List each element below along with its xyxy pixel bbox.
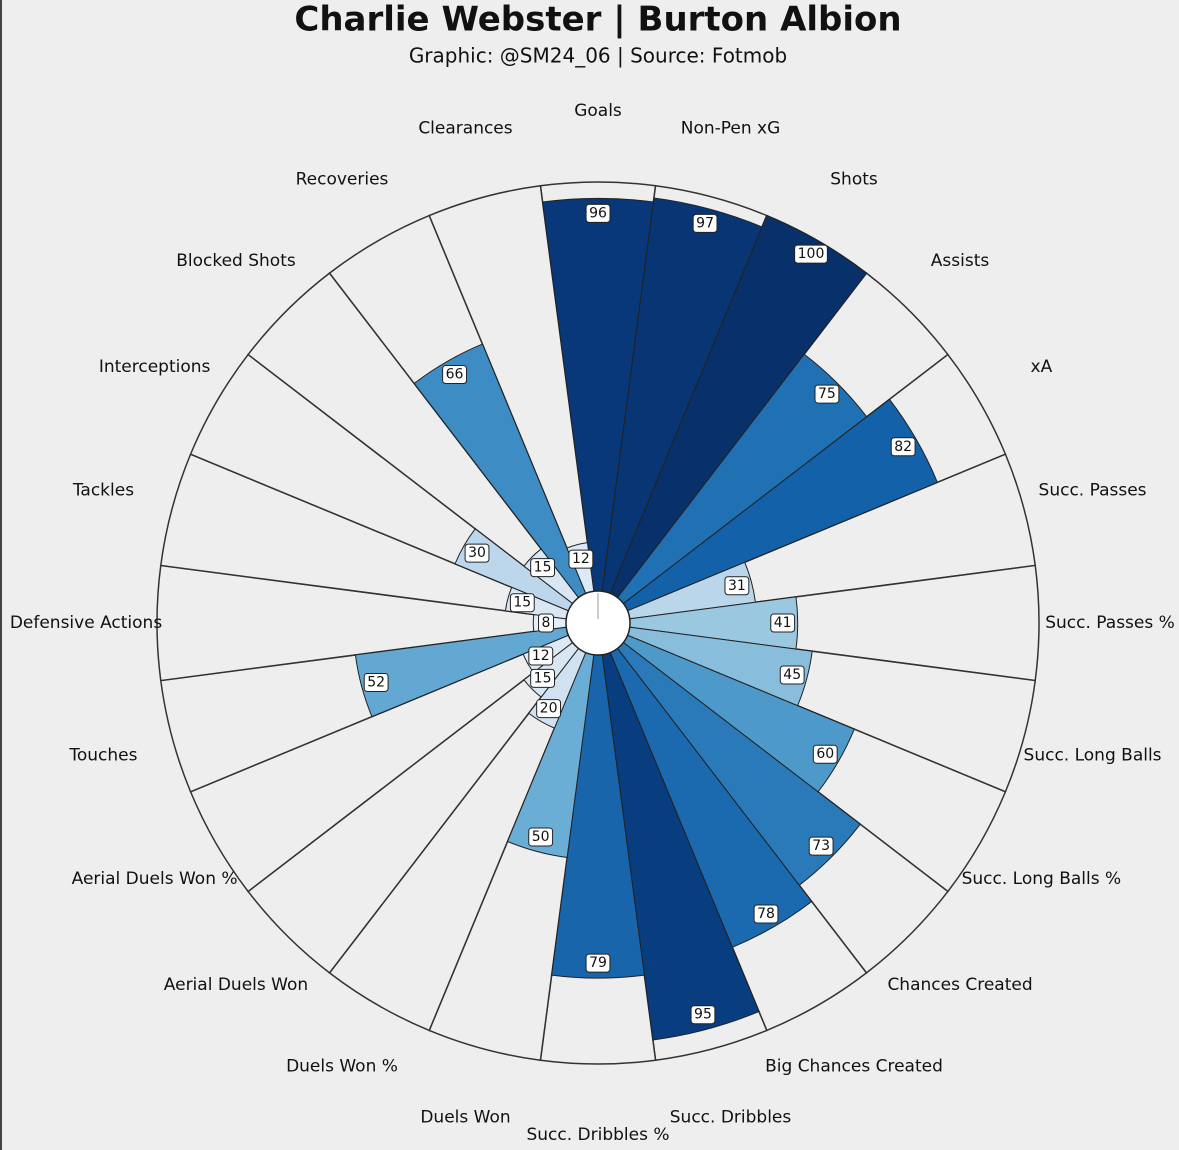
value-label-box: [814, 384, 840, 404]
category-label: Clearances: [418, 118, 512, 138]
value-label: 15: [534, 560, 552, 576]
value-label-box: [442, 365, 468, 385]
category-label: Succ. Dribbles %: [526, 1125, 669, 1145]
wedges: [156, 181, 1040, 1065]
value-label: 12: [532, 648, 550, 664]
value-label: 75: [818, 386, 836, 402]
category-label: Aerial Duels Won %: [72, 869, 238, 889]
category-label: Succ. Passes: [1039, 480, 1147, 500]
category-label: Assists: [931, 251, 990, 271]
value-label: 66: [446, 367, 464, 383]
value-label: 95: [694, 1007, 712, 1023]
category-label: Interceptions: [99, 357, 211, 377]
value-label: 97: [696, 215, 714, 231]
value-label-box: [808, 836, 834, 856]
value-label-box: [568, 549, 594, 569]
value-label-box: [585, 203, 611, 223]
category-label: Succ. Long Balls: [1024, 746, 1162, 766]
category-label: Succ. Dribbles: [670, 1108, 792, 1128]
value-label: 73: [812, 838, 830, 854]
value-label-box: [692, 213, 718, 233]
category-label: Goals: [574, 101, 622, 121]
value-label-box: [530, 558, 556, 578]
value-label: 30: [468, 545, 486, 561]
category-label: Succ. Long Balls %: [962, 869, 1122, 889]
value-label: 100: [798, 246, 825, 262]
value-label: 31: [728, 578, 746, 594]
value-label-box: [530, 668, 556, 688]
value-label-box: [536, 699, 562, 719]
category-label: Recoveries: [296, 170, 389, 190]
value-label: 50: [532, 829, 550, 845]
category-label: Chances Created: [887, 975, 1032, 995]
category-label: Touches: [68, 746, 137, 766]
value-label: 96: [589, 205, 607, 221]
category-label: Defensive Actions: [10, 613, 163, 633]
category-label: Succ. Passes %: [1045, 613, 1175, 633]
value-label-box: [770, 613, 796, 633]
value-label: 12: [572, 551, 590, 567]
category-label: Big Chances Created: [765, 1056, 943, 1076]
value-label: 60: [816, 746, 834, 762]
value-label: 41: [774, 615, 792, 631]
category-label: Blocked Shots: [176, 251, 296, 271]
value-label-box: [363, 672, 389, 692]
value-label-box: [509, 593, 535, 613]
value-label-box: [890, 437, 916, 457]
value-label-box: [528, 646, 554, 666]
value-label-box: [794, 244, 828, 264]
value-label: 45: [783, 667, 801, 683]
category-label: Tackles: [72, 480, 134, 500]
value-label-box: [779, 665, 805, 685]
value-label: 8: [542, 615, 551, 631]
category-label: xA: [1031, 357, 1053, 377]
value-label-box: [690, 1005, 716, 1025]
category-label: Duels Won: [420, 1108, 510, 1128]
value-label: 20: [540, 701, 558, 717]
category-label: Duels Won %: [286, 1056, 398, 1076]
category-label: Non-Pen xG: [681, 118, 781, 138]
value-label-box: [585, 953, 611, 973]
value-label: 78: [757, 906, 775, 922]
category-label: Shots: [830, 170, 878, 190]
value-label-box: [724, 576, 750, 596]
chart-title: Charlie Webster | Burton Albion: [294, 0, 901, 40]
center-hole: [565, 590, 631, 656]
chart-subtitle: Graphic: @SM24_06 | Source: Fotmob: [409, 44, 787, 68]
value-label: 15: [513, 595, 531, 611]
value-label-box: [464, 543, 490, 563]
value-label-box: [528, 827, 554, 847]
value-label: 82: [894, 439, 912, 455]
value-label-box: [753, 904, 779, 924]
value-label: 52: [367, 674, 385, 690]
value-label-box: [812, 744, 838, 764]
value-label-box: [538, 613, 554, 633]
value-label: 79: [589, 955, 607, 971]
category-label: Aerial Duels Won: [164, 975, 308, 995]
value-label: 15: [534, 670, 552, 686]
